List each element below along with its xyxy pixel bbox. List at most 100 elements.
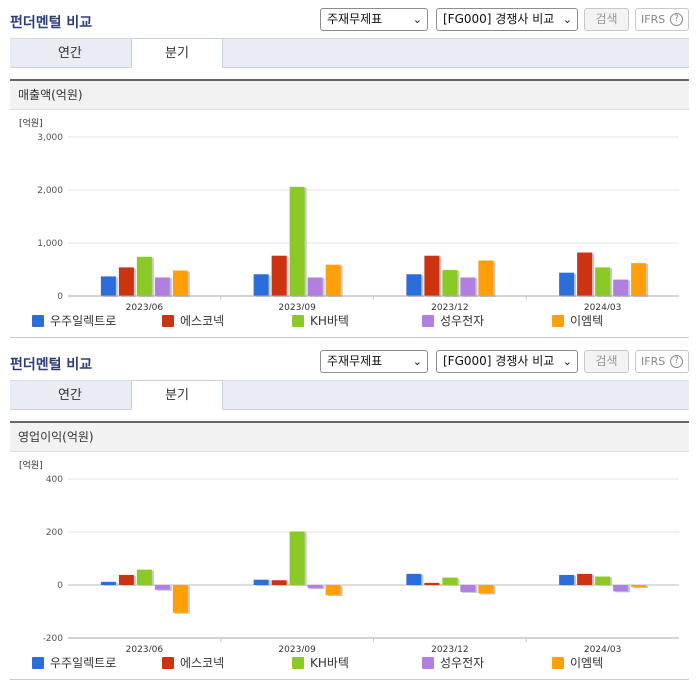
bar[interactable] <box>442 577 458 585</box>
bar[interactable] <box>325 264 341 296</box>
bar[interactable] <box>424 582 440 585</box>
bar[interactable] <box>154 585 170 590</box>
legend-item[interactable]: 이엠텍 <box>552 654 603 672</box>
peer-group-value: [FG000] 경쟁사 비교 <box>443 12 555 26</box>
bar[interactable] <box>325 585 341 596</box>
legend-label: 우주일렉트로 <box>50 314 117 328</box>
bar[interactable] <box>100 581 116 585</box>
search-button[interactable]: 검색 <box>584 8 629 31</box>
search-button[interactable]: 검색 <box>584 350 629 373</box>
y-unit-label: [억원] <box>19 117 43 129</box>
bar[interactable] <box>577 252 593 296</box>
legend-swatch <box>292 657 304 669</box>
bar[interactable] <box>253 579 269 585</box>
statement-type-value: 주재무제표 <box>327 12 383 26</box>
bar[interactable] <box>289 186 305 296</box>
bar[interactable] <box>307 585 323 589</box>
x-tick-label: 2023/12 <box>431 645 468 652</box>
legend-item[interactable]: 성우전자 <box>422 312 484 330</box>
bar[interactable] <box>577 573 593 585</box>
tab-quarter[interactable]: 분기 <box>131 380 223 410</box>
bar[interactable] <box>136 569 152 585</box>
x-tick-label: 2023/12 <box>431 303 468 310</box>
bar[interactable] <box>118 267 134 296</box>
legend-swatch <box>32 315 44 327</box>
x-tick-label: 2024/03 <box>584 645 621 652</box>
statement-type-select[interactable]: 주재무제표 ⌄ <box>320 8 428 31</box>
legend-item[interactable]: 에스코넥 <box>162 654 224 672</box>
bar[interactable] <box>136 256 152 296</box>
bar[interactable] <box>613 279 629 296</box>
chart-legend: 우주일렉트로 에스코넥 KH바텍 성우전자 이엠텍 <box>10 312 689 332</box>
bar[interactable] <box>559 272 575 296</box>
bar[interactable] <box>118 574 134 585</box>
legend-item[interactable]: 우주일렉트로 <box>32 312 116 330</box>
legend-label: 이엠텍 <box>570 314 604 328</box>
bar[interactable] <box>424 255 440 296</box>
legend-swatch <box>162 657 174 669</box>
ifrs-button[interactable]: IFRS? <box>635 8 689 31</box>
statement-type-select[interactable]: 주재무제표 ⌄ <box>320 350 428 373</box>
bar[interactable] <box>253 274 269 296</box>
peer-group-select[interactable]: [FG000] 경쟁사 비교 ⌄ <box>436 350 578 373</box>
bar[interactable] <box>559 574 575 585</box>
period-tabs: 연간 분기 <box>10 380 689 410</box>
legend-label: 성우전자 <box>440 656 485 670</box>
legend-swatch <box>162 315 174 327</box>
legend-item[interactable]: 우주일렉트로 <box>32 654 116 672</box>
bar[interactable] <box>307 277 323 296</box>
sales-chart: [억원] 0 1,000 2,000 3,000 2023/06 2023/09 2023/1… <box>10 110 689 338</box>
tab-annual[interactable]: 연간 <box>58 46 82 61</box>
chart-legend: 우주일렉트로 에스코넥 KH바텍 성우전자 이엠텍 <box>10 654 689 674</box>
legend-item[interactable]: KH바텍 <box>292 312 349 330</box>
bar[interactable] <box>478 260 494 296</box>
bar[interactable] <box>406 274 422 296</box>
tab-quarter[interactable]: 분기 <box>131 38 223 68</box>
bar[interactable] <box>460 585 476 592</box>
period-tabs: 연간 분기 <box>10 38 689 68</box>
chevron-down-icon: ⌄ <box>412 13 422 26</box>
y-tick-label: 2,000 <box>37 186 63 196</box>
chevron-down-icon: ⌄ <box>412 355 422 368</box>
bar[interactable] <box>595 267 611 296</box>
bar[interactable] <box>271 580 287 585</box>
legend-item[interactable]: 이엠텍 <box>552 312 603 330</box>
bar[interactable] <box>154 277 170 296</box>
peer-group-select[interactable]: [FG000] 경쟁사 비교 ⌄ <box>436 8 578 31</box>
legend-item[interactable]: 성우전자 <box>422 654 484 672</box>
bar[interactable] <box>172 270 188 296</box>
tab-annual[interactable]: 연간 <box>58 388 82 403</box>
bar[interactable] <box>631 263 647 296</box>
y-tick-label: 200 <box>46 528 63 538</box>
legend-swatch <box>422 657 434 669</box>
chevron-down-icon: ⌄ <box>562 355 572 368</box>
chevron-down-icon: ⌄ <box>562 13 572 26</box>
metric-title: 영업이익(억원) <box>10 421 689 452</box>
y-tick-label: 1,000 <box>37 239 63 249</box>
y-tick-label: -200 <box>43 634 64 644</box>
bar[interactable] <box>289 531 305 585</box>
bar[interactable] <box>595 576 611 585</box>
legend-item[interactable]: KH바텍 <box>292 654 349 672</box>
bar[interactable] <box>172 585 188 613</box>
bar[interactable] <box>478 585 494 594</box>
bar[interactable] <box>442 270 458 296</box>
operating-profit-chart-svg: [억원] -200 0 200 400 2023/06 2023/09 2023/12 2024… <box>19 459 679 652</box>
help-icon[interactable]: ? <box>670 13 683 26</box>
operating-profit-chart: [억원] -200 0 200 400 2023/06 2023/09 2023/12 2024… <box>10 452 689 680</box>
legend-item[interactable]: 에스코넥 <box>162 312 224 330</box>
section-title: 펀더멘털 비교 <box>10 357 93 373</box>
bar[interactable] <box>271 255 287 296</box>
y-tick-label: 0 <box>57 581 63 591</box>
help-icon[interactable]: ? <box>670 355 683 368</box>
bar[interactable] <box>406 573 422 585</box>
bar[interactable] <box>631 585 647 588</box>
bar[interactable] <box>100 276 116 296</box>
sales-chart-svg: [억원] 0 1,000 2,000 3,000 2023/06 2023/09 2023/1… <box>19 117 679 310</box>
legend-swatch <box>422 315 434 327</box>
ifrs-button[interactable]: IFRS? <box>635 350 689 373</box>
bar[interactable] <box>460 277 476 296</box>
bar[interactable] <box>613 585 629 592</box>
y-tick-label: 400 <box>46 475 63 485</box>
legend-label: KH바텍 <box>310 314 349 328</box>
